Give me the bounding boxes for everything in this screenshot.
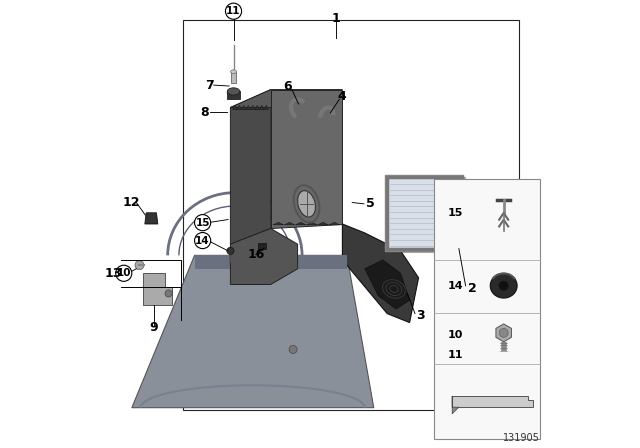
Text: 6: 6 [284,79,292,93]
Polygon shape [329,222,340,225]
Polygon shape [452,396,532,407]
Text: 13: 13 [104,267,122,280]
Polygon shape [317,222,328,225]
Ellipse shape [490,273,517,298]
Polygon shape [230,228,298,284]
Polygon shape [232,105,237,110]
Bar [258,243,266,249]
Text: 7: 7 [205,78,214,92]
Polygon shape [132,255,374,408]
Polygon shape [246,105,250,110]
Text: 131905: 131905 [502,433,540,443]
Text: 15: 15 [195,218,210,228]
Circle shape [499,328,508,337]
Polygon shape [260,105,264,110]
Polygon shape [230,90,271,244]
Circle shape [116,265,132,281]
Polygon shape [250,105,255,110]
Text: 11: 11 [448,349,463,360]
Text: 1: 1 [332,12,340,26]
Text: 10: 10 [448,330,463,340]
Circle shape [195,215,211,231]
Ellipse shape [227,89,240,96]
Ellipse shape [298,191,316,217]
Polygon shape [241,105,246,110]
Circle shape [225,3,241,19]
Circle shape [289,345,297,353]
Circle shape [165,290,172,297]
Text: 8: 8 [200,105,209,119]
Text: 14: 14 [448,281,463,291]
Text: 16: 16 [248,248,265,261]
Polygon shape [230,90,342,108]
Text: 11: 11 [227,6,241,16]
Polygon shape [307,222,317,225]
Polygon shape [284,222,295,225]
Text: 10: 10 [116,268,131,278]
Polygon shape [143,273,172,305]
Polygon shape [342,224,419,323]
Bar [387,177,461,249]
Ellipse shape [230,70,236,73]
Polygon shape [237,105,241,110]
Bar [231,72,236,83]
Polygon shape [365,260,410,309]
Polygon shape [255,105,260,110]
Text: 14: 14 [195,236,210,246]
Circle shape [227,247,234,254]
Circle shape [135,261,144,270]
Bar [385,175,463,251]
Text: 2: 2 [468,282,477,296]
Circle shape [195,233,211,249]
Bar [435,179,540,439]
Bar [227,91,240,99]
Polygon shape [296,222,306,225]
Polygon shape [271,90,342,228]
Polygon shape [452,396,459,414]
Text: 3: 3 [417,309,425,323]
Text: 5: 5 [366,197,374,211]
Text: 4: 4 [337,90,346,103]
Bar [183,20,519,410]
Polygon shape [264,105,269,110]
Polygon shape [195,255,347,269]
Text: 15: 15 [448,208,463,218]
Polygon shape [273,222,284,225]
Text: 12: 12 [122,196,140,209]
Polygon shape [145,213,158,224]
Polygon shape [496,324,511,342]
Bar [387,177,465,253]
Text: 9: 9 [149,321,157,335]
Ellipse shape [227,88,240,95]
Ellipse shape [499,281,509,291]
